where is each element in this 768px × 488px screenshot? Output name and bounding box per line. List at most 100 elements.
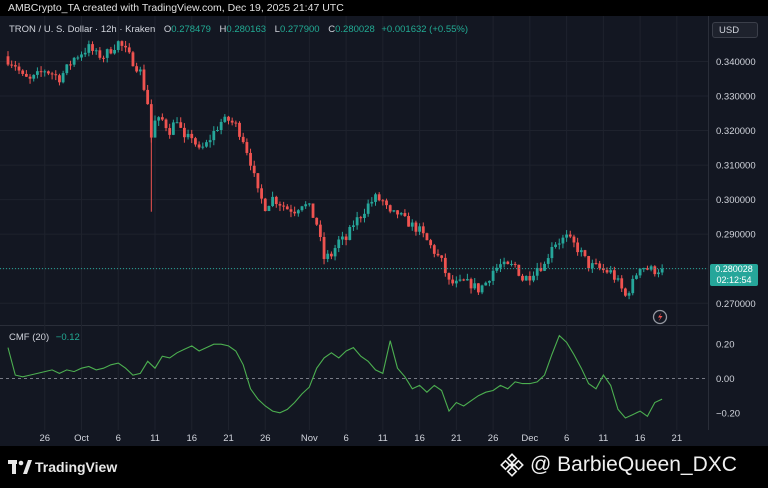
price-tick-label: 0.270000 bbox=[716, 299, 756, 310]
tradingview-logo[interactable]: TradingView bbox=[8, 458, 117, 476]
candle-body bbox=[190, 133, 194, 139]
price-tick-label: 0.340000 bbox=[716, 57, 756, 68]
candle-body bbox=[105, 49, 109, 58]
candle-body bbox=[572, 236, 576, 243]
candle-body bbox=[557, 243, 561, 245]
candle-body bbox=[407, 216, 410, 227]
candle-body bbox=[414, 222, 418, 232]
candle-body bbox=[506, 261, 510, 265]
candle-body bbox=[234, 122, 238, 124]
candle-body bbox=[208, 140, 212, 143]
candle-body bbox=[624, 288, 627, 296]
candle-body bbox=[36, 71, 39, 75]
tradingview-logo-icon bbox=[8, 460, 32, 474]
candle-body bbox=[517, 264, 521, 276]
candle-body bbox=[153, 120, 157, 138]
candle-body bbox=[337, 239, 341, 249]
price-tag-price: 0.280028 bbox=[715, 264, 753, 274]
candle-body bbox=[499, 264, 502, 268]
candle-body bbox=[249, 152, 252, 166]
candle-body bbox=[322, 236, 326, 259]
candle-body bbox=[197, 144, 201, 148]
x-tick-label: Nov bbox=[301, 433, 318, 444]
x-tick-label: 26 bbox=[260, 433, 271, 444]
candle-body bbox=[660, 268, 664, 273]
candle-body bbox=[429, 240, 433, 246]
tradingview-brand-text: TradingView bbox=[35, 459, 118, 475]
candle-body bbox=[326, 253, 330, 259]
candle-body bbox=[502, 261, 506, 265]
x-tick-label: 21 bbox=[672, 433, 683, 444]
cmf-series bbox=[0, 334, 708, 419]
candle-body bbox=[425, 233, 429, 241]
close-label: C bbox=[328, 24, 336, 35]
candle-body bbox=[462, 279, 466, 281]
candle-body bbox=[568, 234, 572, 237]
candle-body bbox=[116, 41, 120, 50]
candle-body bbox=[381, 200, 385, 202]
header-bar: AMBCrypto_TA created with TradingView.co… bbox=[0, 0, 768, 16]
header-credit-text: AMBCrypto_TA created with TradingView.co… bbox=[8, 2, 344, 14]
candle-body bbox=[256, 173, 260, 189]
candle-body bbox=[175, 122, 179, 124]
x-tick-label: 11 bbox=[150, 433, 160, 444]
price-tick-label: 0.320000 bbox=[716, 126, 756, 137]
candle-body bbox=[113, 49, 116, 54]
watermark: @ BarbieQueen_DXC bbox=[500, 453, 737, 477]
candle-body bbox=[76, 57, 80, 59]
candle-body bbox=[418, 226, 421, 232]
candle-body bbox=[260, 188, 263, 199]
candle-body bbox=[642, 268, 646, 270]
candle-body bbox=[363, 213, 366, 219]
candle-body bbox=[6, 56, 10, 65]
candle-body bbox=[91, 44, 94, 51]
chart-canvas[interactable]: 0.2700000.2800000.2900000.3000000.310000… bbox=[0, 16, 768, 446]
candle-body bbox=[282, 205, 286, 207]
x-tick-label: 21 bbox=[451, 433, 462, 444]
candle-body bbox=[10, 64, 14, 66]
candle-body bbox=[388, 205, 392, 212]
replay-icon[interactable] bbox=[652, 309, 668, 325]
candle-body bbox=[65, 64, 69, 74]
candle-body bbox=[554, 244, 557, 247]
candle-body bbox=[216, 129, 219, 131]
candle-body bbox=[539, 267, 543, 271]
candle-body bbox=[271, 196, 274, 207]
binance-logo-icon bbox=[500, 453, 524, 477]
candle-body bbox=[488, 280, 491, 283]
candle-body bbox=[296, 210, 300, 214]
price-tag: 0.280028 02:12:54 bbox=[710, 264, 758, 286]
x-tick-label: Dec bbox=[521, 433, 538, 444]
candle-body bbox=[183, 127, 186, 138]
grid-lines bbox=[0, 16, 709, 446]
close-value: 0.280028 bbox=[335, 24, 375, 35]
footer-bar: TradingView @ BarbieQueen_DXC bbox=[0, 446, 768, 488]
candle-body bbox=[594, 263, 598, 265]
candle-body bbox=[598, 263, 602, 269]
candle-body bbox=[179, 122, 183, 128]
candle-body bbox=[201, 146, 205, 148]
candle-body bbox=[285, 206, 289, 210]
x-tick-label: 16 bbox=[635, 433, 646, 444]
candle-body bbox=[513, 263, 517, 265]
candle-body bbox=[164, 119, 168, 129]
open-label: O bbox=[163, 24, 172, 35]
plot-background bbox=[0, 16, 708, 446]
candle-body bbox=[47, 71, 50, 74]
candle-body bbox=[653, 266, 657, 275]
candle-body bbox=[521, 275, 524, 281]
candle-body bbox=[590, 263, 594, 269]
currency-button[interactable]: USD bbox=[712, 22, 758, 38]
x-tick-label: 6 bbox=[116, 433, 121, 444]
price-tag-countdown: 02:12:54 bbox=[716, 275, 752, 285]
candle-body bbox=[28, 76, 32, 79]
price-tick-label: 0.310000 bbox=[716, 161, 756, 172]
price-tick-label: 0.290000 bbox=[716, 230, 756, 241]
candle-body bbox=[359, 217, 363, 219]
candle-body bbox=[616, 278, 620, 280]
candle-body bbox=[410, 222, 414, 227]
candle-body bbox=[535, 267, 539, 276]
candle-body bbox=[241, 136, 245, 143]
candle-body bbox=[377, 194, 381, 201]
watermark-text: @ BarbieQueen_DXC bbox=[530, 453, 737, 476]
